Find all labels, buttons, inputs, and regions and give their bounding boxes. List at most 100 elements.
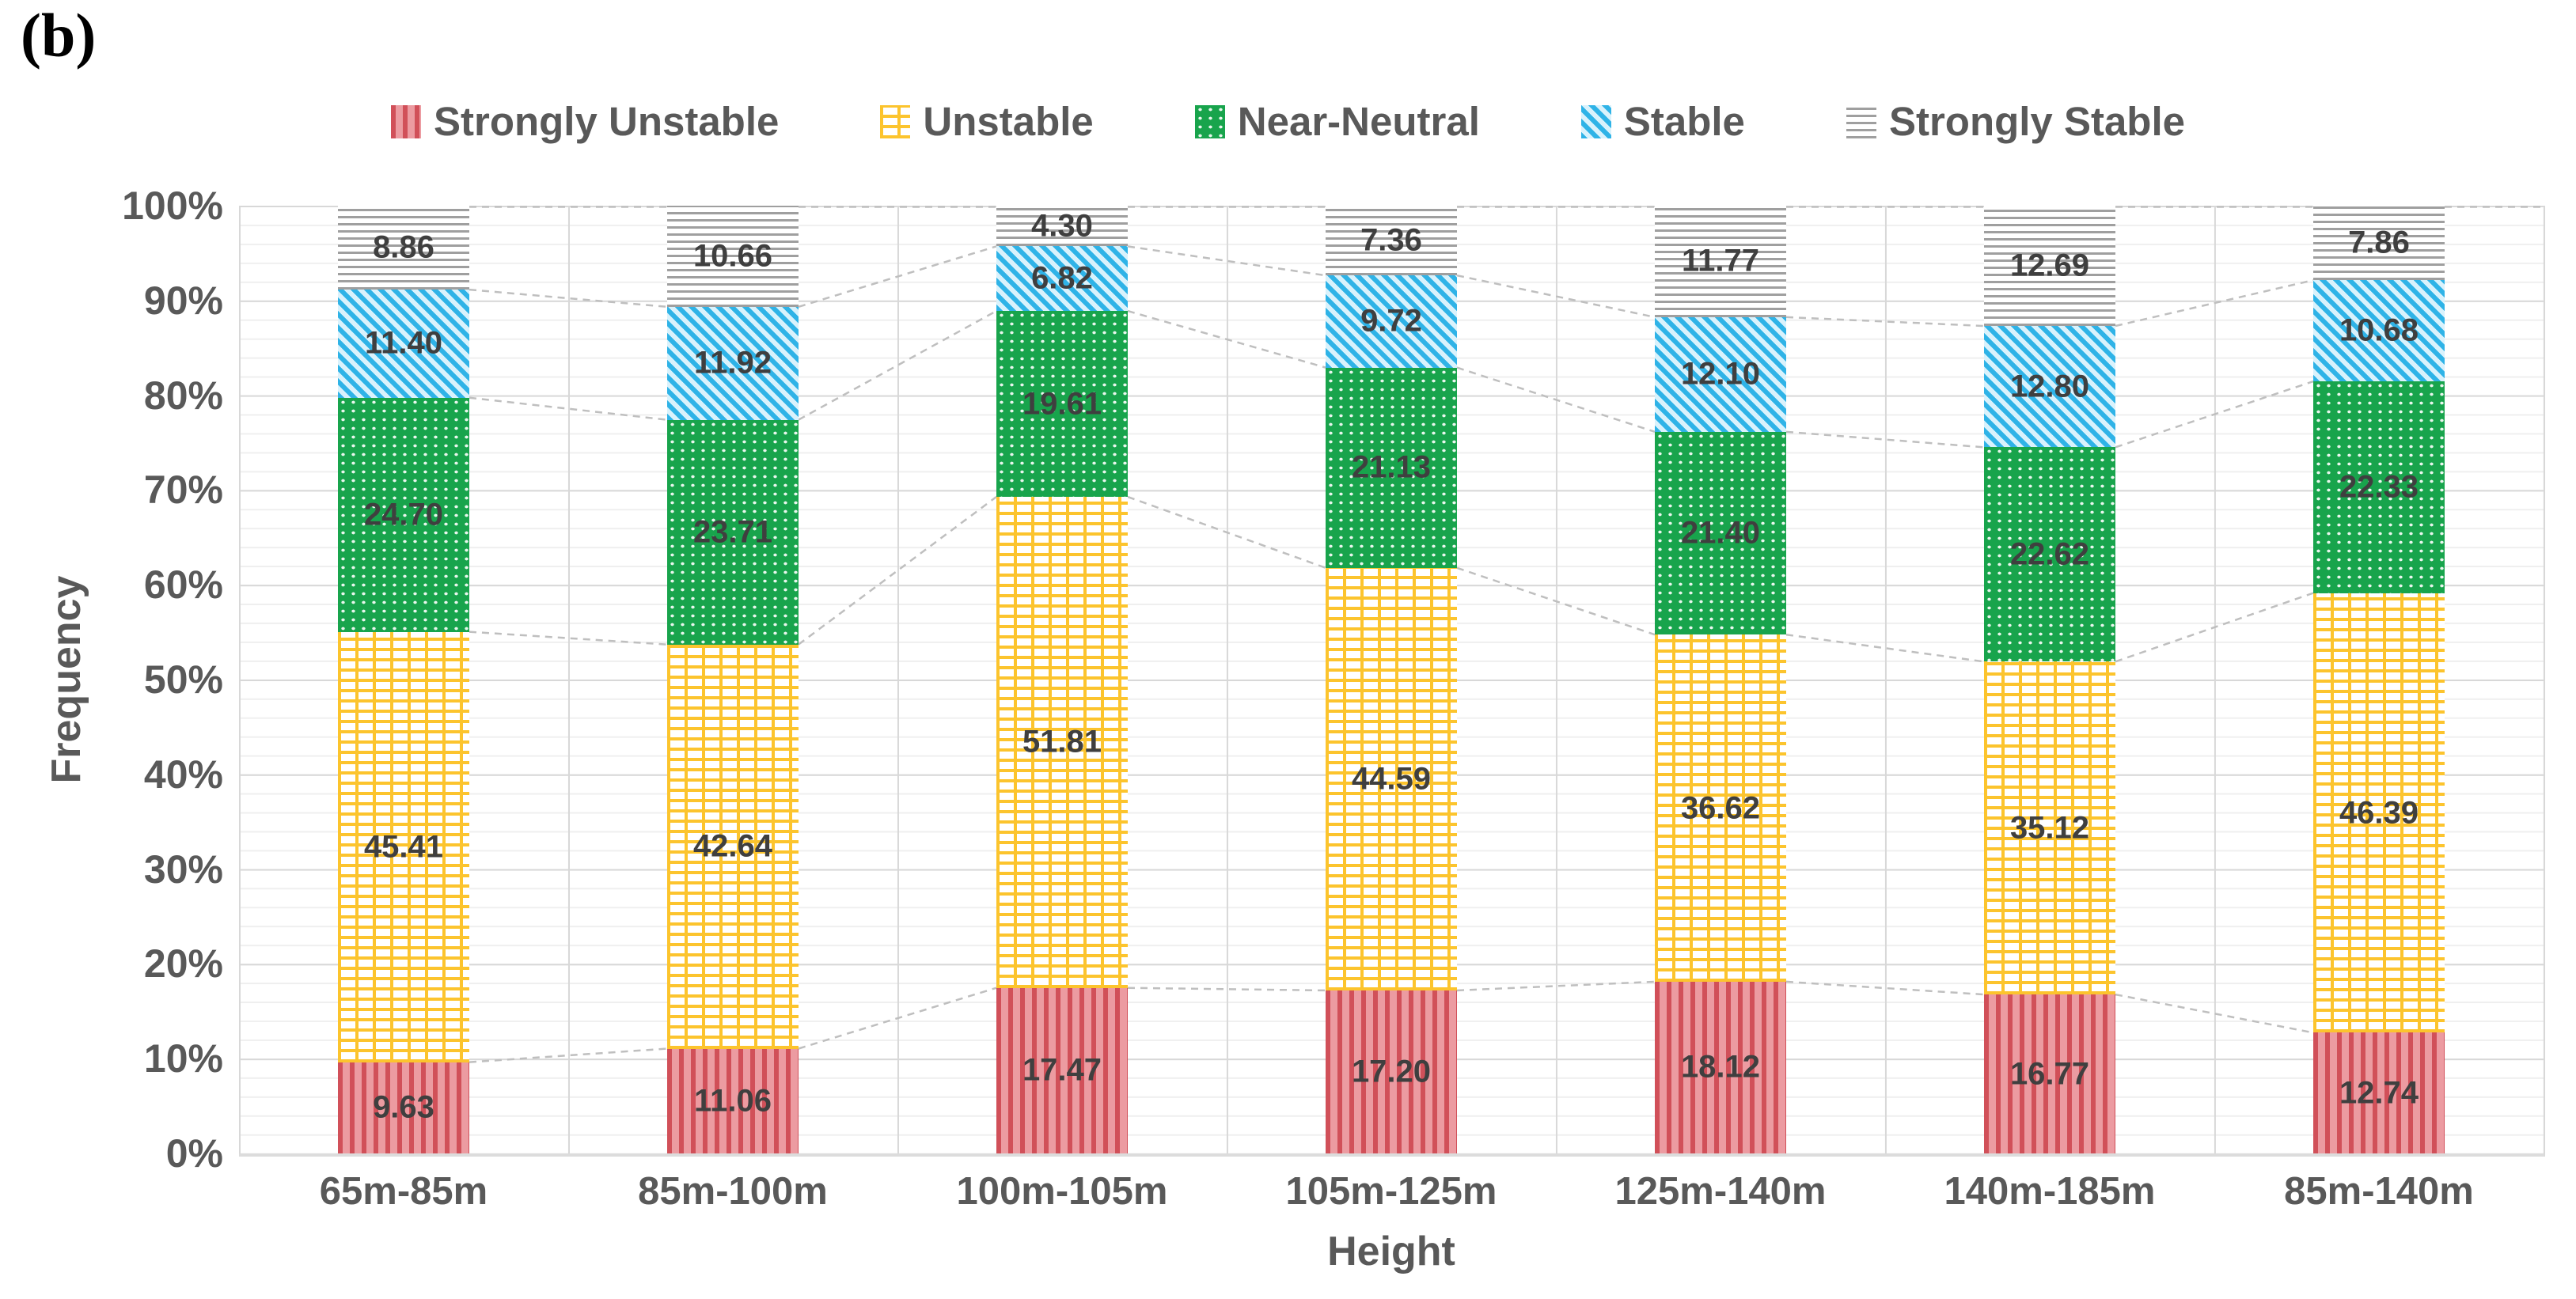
bar-segment: 9.63 [338,1062,469,1153]
connector-line [798,496,997,646]
legend-item: Strongly Unstable [390,98,780,145]
connector-line [1456,566,1656,636]
bar-segment-value: 35.12 [2009,810,2090,846]
bar-segment: 12.74 [2313,1032,2445,1153]
bar-segment-value: 7.86 [2348,225,2410,260]
bar-segment: 10.68 [2313,280,2445,382]
y-tick-label: 90% [143,278,223,323]
bar-segment: 8.86 [338,206,469,290]
bar-segment-value: 24.70 [363,497,444,532]
connector-line [1785,316,1985,328]
bar-segment: 44.59 [1326,567,1457,990]
bar-segment-value: 6.82 [1031,260,1093,296]
bar-segment-value: 17.20 [1351,1054,1432,1089]
x-tick-label: 85m-100m [638,1170,828,1213]
legend-item: Near-Neutral [1194,98,1480,145]
bar-segment-value: 42.64 [692,828,773,864]
bar-segment: 21.13 [1326,367,1457,568]
bar-segment: 22.62 [1984,447,2115,662]
bar-segment-value: 10.68 [2339,312,2419,348]
bar-segment-value: 12.74 [2339,1075,2419,1111]
y-tick-label: 50% [143,657,223,702]
legend-swatch-p-un [880,104,911,138]
bar-segment-value: 10.66 [692,238,773,274]
bar-segment-value: 44.59 [1351,761,1432,797]
bar-segment: 7.36 [1326,206,1457,276]
bar-segment-value: 22.33 [2339,469,2419,505]
legend-swatch-p-st [1580,104,1611,138]
bar-segment-value: 19.61 [1022,386,1102,422]
bar-segment: 51.81 [996,497,1128,988]
y-tick-label: 40% [143,752,223,797]
x-tick-label: 125m-140m [1614,1170,1827,1213]
legend-item-label: Strongly Stable [1888,99,2185,144]
bar-segment-value: 11.40 [365,325,442,361]
connector-line [1785,430,1985,449]
connector-line [469,288,668,309]
y-tick-label: 0% [165,1131,223,1176]
bar-segment: 19.61 [996,311,1128,498]
bar-segment: 9.72 [1326,275,1457,368]
connector-line [469,631,668,646]
bar-segment: 10.66 [667,206,799,307]
bar-segment-value: 12.69 [2009,248,2090,283]
bar-segment-value: 16.77 [2009,1056,2090,1092]
legend-item-label: Near-Neutral [1237,99,1480,144]
legend: Strongly Unstable Unstable Near-Neutral Sta… [0,98,2576,145]
bar-segment: 11.06 [667,1048,799,1153]
legend-item-label: Unstable [923,99,1094,144]
connector-line [1127,495,1326,569]
bar-segment-value: 51.81 [1022,724,1102,759]
bar-segment: 11.40 [338,290,469,398]
bar-segment-value: 12.80 [2009,369,2090,404]
bar-segment: 36.62 [1655,634,1786,982]
bar-segment: 24.70 [338,397,469,632]
bar-segment: 22.33 [2313,381,2445,593]
bar-segment: 17.47 [996,987,1128,1153]
connector-line [798,245,997,309]
bar-segment-value: 46.39 [2339,795,2419,830]
connector-line [469,1047,668,1063]
bar-segment: 35.12 [1984,661,2115,995]
figure-label: (b) [21,1,97,70]
bar-segment-value: 8.86 [373,229,434,265]
y-tick-label: 70% [143,468,223,513]
bar-segment: 6.82 [996,246,1128,312]
legend-swatch-p-nn [1194,104,1225,138]
legend-swatch-p-ss [1846,104,1876,138]
x-tick-label: 100m-105m [956,1170,1168,1213]
bar-segment-value: 4.30 [1031,208,1093,244]
x-tick-label: 85m-140m [2284,1170,2474,1213]
bar-segment-value: 11.06 [694,1083,772,1119]
bar-segment-value: 9.63 [373,1089,434,1125]
bar-segment-value: 23.71 [692,514,773,550]
bar-segment: 45.41 [338,631,469,1062]
bar-segment-value: 21.40 [1680,515,1761,551]
bar-segment: 21.40 [1655,431,1786,635]
bar-segment: 12.80 [1984,326,2115,448]
legend-item: Unstable [880,98,1094,145]
legend-item: Strongly Stable [1846,98,2185,145]
connector-line [2115,592,2314,663]
connector-line [2115,278,2314,328]
bar-segment: 42.64 [667,644,799,1049]
bar-segment-value: 17.47 [1022,1052,1102,1088]
bar-segment-value: 36.62 [1680,790,1761,826]
bar-segment: 11.92 [667,306,799,420]
y-tick-label: 100% [122,184,223,228]
legend-item-label: Stable [1623,99,1745,144]
x-tick-label: 65m-85m [319,1170,488,1213]
connector-line [1127,309,1326,369]
connector-line [798,987,997,1050]
bar-segment-value: 9.72 [1360,303,1422,339]
bar-segment: 12.69 [1984,206,2115,327]
connector-line [1127,987,1326,992]
bar-segment-value: 21.13 [1351,449,1432,485]
bar-segment: 18.12 [1655,981,1786,1153]
y-tick-label: 60% [143,562,223,608]
connector-line [1456,274,1656,319]
bar-segment: 46.39 [2313,593,2445,1033]
legend-item-label: Strongly Unstable [433,99,780,144]
y-tick-label: 80% [143,373,223,418]
